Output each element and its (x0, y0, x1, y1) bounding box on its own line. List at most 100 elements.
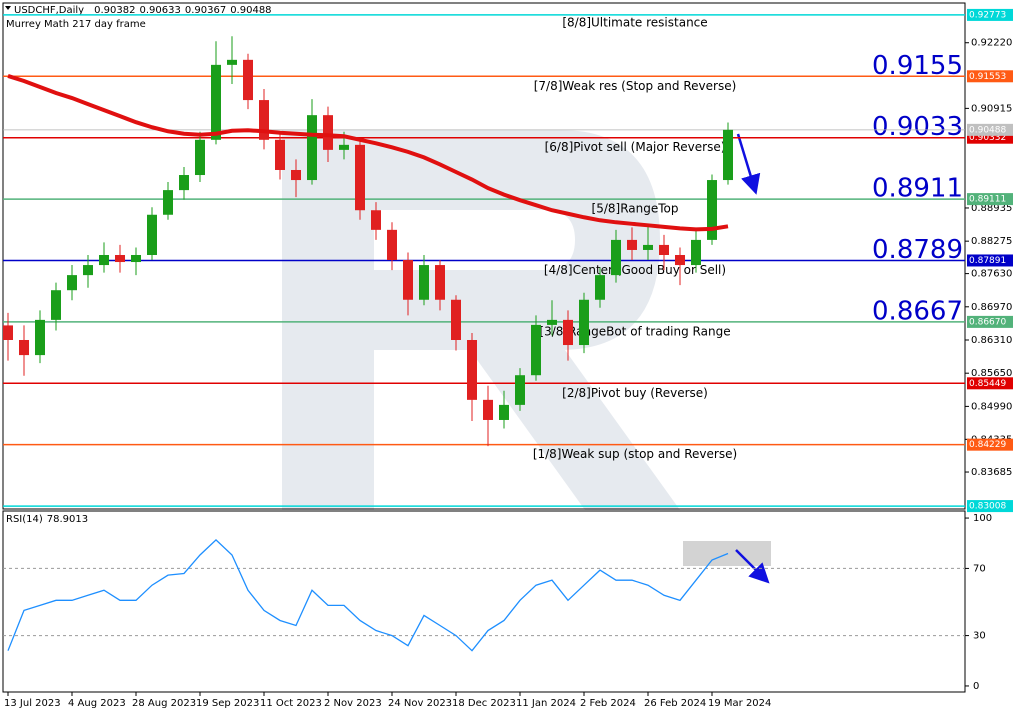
candle-body (3, 325, 13, 340)
level-tag (967, 500, 1013, 513)
candle-body (467, 339, 477, 400)
candle-body (387, 229, 397, 261)
candle-body (51, 290, 61, 320)
candle-body (563, 319, 573, 346)
level-price: 0.8667 (872, 296, 963, 326)
level-tag-label: 0.87891 (969, 256, 1006, 266)
level-tag (967, 70, 1013, 83)
x-tick-label: 28 Aug 2023 (132, 698, 196, 709)
watermark-bowl (374, 130, 660, 350)
moving-average (7, 74, 729, 232)
rsi-header: RSI(14) 78.9013 (6, 514, 88, 525)
level-price: 0.8911 (872, 174, 963, 204)
header-value: 0.90633 (139, 5, 180, 16)
x-tick-label: 2 Feb 2024 (580, 698, 636, 709)
collapse-icon (5, 6, 11, 10)
candle-body (419, 265, 429, 300)
level-price: 0.9033 (872, 112, 963, 142)
level-tag (967, 438, 1013, 451)
candle-body (259, 100, 269, 140)
level-label: [1/8]Weak sup (stop and Reverse) (533, 447, 737, 461)
header-value: 0.90488 (230, 5, 271, 16)
level-tag (967, 315, 1013, 328)
candle-body (339, 144, 349, 150)
y-tick-label: 0.87630 (971, 269, 1012, 280)
candle-body (227, 59, 237, 65)
candle-body (371, 210, 381, 230)
level-label: [2/8]Pivot buy (Reverse) (562, 386, 708, 400)
rsi-frame (2, 510, 966, 693)
candle-body (627, 239, 637, 250)
candle-body (275, 139, 285, 170)
level-label: [4/8]Center (Good Buy or Sell) (544, 263, 726, 277)
level-label: [5/8]RangeTop (592, 202, 679, 216)
level-tag-label: 0.86670 (969, 317, 1006, 327)
candle-body (643, 244, 653, 250)
candle-body (83, 265, 93, 276)
candle-body (707, 180, 717, 240)
x-tick-label: 18 Dec 2023 (452, 698, 516, 709)
level-price: 0.9155 (872, 51, 963, 81)
candle-body (307, 115, 317, 181)
level-tag-label: 0.91553 (969, 72, 1006, 82)
watermark-leg (470, 350, 680, 510)
candle-body (163, 190, 173, 215)
candle-body (195, 139, 205, 176)
level-tag-label: 0.90332 (969, 133, 1006, 143)
candle-body (179, 175, 189, 191)
y-tick-label: 0.85650 (971, 368, 1012, 379)
x-tick-label: 24 Nov 2023 (388, 698, 452, 709)
rsi-title: RSI(14) (6, 514, 43, 525)
x-tick-label: 11 Oct 2023 (260, 698, 322, 709)
header-value: 0.90367 (185, 5, 226, 16)
candle-body (531, 324, 541, 376)
candle-body (35, 319, 45, 356)
x-tick-label: 13 Jul 2023 (4, 698, 61, 709)
x-tick-label: 26 Feb 2024 (644, 698, 706, 709)
candle-body (131, 254, 141, 263)
price-frame (2, 2, 966, 510)
level-tag-label: 0.92773 (969, 10, 1006, 20)
y-tick-label: 0.90915 (971, 103, 1012, 114)
candle-body (595, 275, 605, 300)
level-label: [8/8]Ultimate resistance (562, 15, 707, 29)
forecast-arrow (736, 133, 761, 195)
level-tag (967, 254, 1013, 267)
candle-body (723, 129, 733, 181)
candle-body (515, 375, 525, 405)
candle-body (115, 254, 125, 263)
header-values: 0.90382 0.90633 0.90367 0.90488 (94, 5, 271, 16)
candle-body (147, 214, 157, 255)
candle-body (67, 275, 77, 291)
x-tick-label: 4 Aug 2023 (68, 698, 126, 709)
candle-body (323, 115, 333, 150)
candle-body (19, 339, 29, 356)
level-price: 0.8789 (872, 235, 963, 265)
x-tick-label: 11 Jan 2024 (516, 698, 576, 709)
price-header: USDCHF,Daily 0.90382 0.90633 0.90367 0.90488 (14, 5, 272, 16)
x-tick-label: 19 Sep 2023 (196, 698, 259, 709)
level-tag-label: 0.83008 (969, 502, 1006, 512)
level-label: [7/8]Weak res (Stop and Reverse) (534, 79, 737, 93)
candle-body (691, 239, 701, 266)
level-tag-label: 0.85449 (969, 379, 1006, 389)
y-tick-label: 0.92220 (971, 38, 1012, 49)
level-tag (967, 8, 1013, 21)
candle-body (243, 59, 253, 101)
symbol: USDCHF,Daily (14, 5, 84, 16)
last-price-label: 0.90488 (969, 125, 1006, 135)
candle-body (547, 319, 557, 325)
candle-body (675, 254, 685, 266)
level-label: [6/8]Pivot sell (Major Reverse) (545, 140, 726, 154)
candle-body (355, 144, 365, 211)
x-tick-label: 19 Mar 2024 (708, 698, 771, 709)
candle-body (403, 260, 413, 300)
level-tag-label: 0.89111 (969, 195, 1006, 205)
x-tick-label: 2 Nov 2023 (324, 698, 382, 709)
y-tick-label: 0.84990 (971, 401, 1012, 412)
last-price-tag (967, 123, 1013, 136)
candle-body (211, 64, 221, 140)
y-tick-label: 0.86310 (971, 335, 1012, 346)
y-tick-label: 0.88275 (971, 236, 1012, 247)
